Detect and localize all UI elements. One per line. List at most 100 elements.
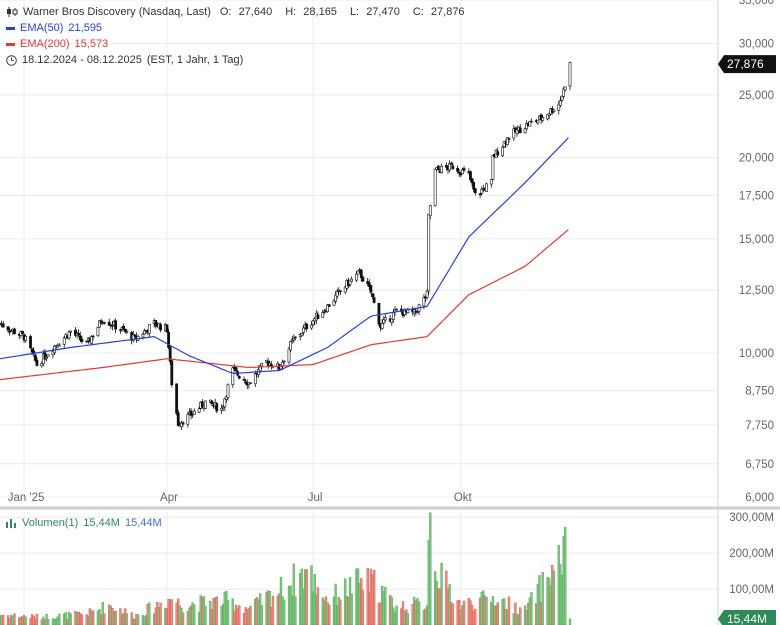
ema200-line (0, 229, 569, 381)
candle-body (380, 322, 384, 329)
candle-body (180, 422, 183, 428)
candle-body (189, 410, 193, 416)
volume-bar (58, 613, 61, 625)
candle-body (338, 290, 342, 292)
candle-body (390, 318, 394, 323)
volume-bar (136, 614, 140, 625)
legend-ema50[interactable]: EMA(50) 21,595 (6, 22, 102, 34)
candle-body (21, 330, 24, 334)
candle-body (469, 171, 472, 181)
candle-body (141, 334, 145, 338)
candle-body (167, 331, 170, 348)
price-tick-label: 17,500 (739, 190, 774, 202)
candle-body (192, 410, 196, 415)
price-axis-labels: 35,000 30,000 25,000 20,000 17,500 15,000 12,5… (739, 0, 774, 504)
candle-body (382, 319, 386, 324)
candle-body (491, 155, 495, 180)
candle-body (215, 403, 219, 412)
volume-header: Volumen(1) 15,44M 15,44M (6, 517, 162, 529)
candle-body (461, 169, 464, 175)
volume-last-label: 15,44M (727, 612, 767, 625)
legend-ema200[interactable]: EMA(200) 15,573 (6, 38, 108, 50)
volume-last-badge: 15,44M (718, 610, 776, 625)
candle-body (518, 127, 522, 134)
candle-body (78, 335, 82, 341)
date-range-text: 18.12.2024 - 08.12.2025 (22, 54, 142, 66)
candle-body (154, 320, 158, 327)
candle-body (321, 312, 325, 318)
candle-body (562, 88, 565, 97)
candle-body (414, 310, 418, 313)
candle-body (197, 408, 201, 413)
volume-bar (238, 605, 241, 625)
candle-body (249, 382, 252, 384)
chart-header: Warner Bros Discovery (Nasdaq, Last) O: … (6, 6, 473, 18)
price-tick-label: 15,000 (739, 234, 774, 246)
price-tick-label: 25,000 (739, 90, 774, 102)
candle-body (316, 314, 320, 320)
candle-body (43, 352, 47, 360)
candle-body (552, 109, 556, 112)
close-value: 27,876 (430, 6, 465, 18)
volume-bar (530, 592, 533, 625)
volume-bar (328, 604, 331, 625)
candle-body (568, 62, 572, 87)
candle-body (305, 323, 309, 330)
candle-body (427, 214, 431, 292)
candle-body (260, 363, 264, 367)
candle-body (119, 329, 122, 331)
candle-body (428, 205, 432, 216)
candle-body (515, 129, 519, 134)
candle-body (242, 379, 246, 381)
volume-bar (294, 596, 297, 625)
last-price-badge: 27,876 (718, 55, 776, 74)
high-label: H: (285, 6, 297, 18)
candle-body (350, 278, 354, 282)
candle-body (311, 320, 315, 325)
candle-body (547, 113, 551, 116)
volume-bar (316, 587, 320, 625)
candle-body (528, 121, 532, 127)
candle-body (539, 114, 543, 121)
candle-body (406, 308, 410, 314)
candle-body (530, 120, 533, 123)
candle-body (69, 330, 73, 333)
candle-body (204, 400, 207, 409)
volume-bar (384, 586, 387, 625)
candle-body (462, 168, 466, 171)
candle-body (85, 340, 89, 343)
candle-body (46, 354, 50, 357)
ema50-label: EMA(50) (20, 22, 64, 34)
candle-body (186, 414, 190, 425)
volume-bar (496, 602, 499, 625)
price-tick-label: 10,000 (739, 348, 774, 360)
volume-bar (474, 608, 477, 625)
volume-bar (148, 602, 151, 625)
candle-icon (7, 7, 18, 17)
low-value: 27,470 (366, 6, 400, 18)
candle-body (541, 117, 545, 121)
candle-body (496, 151, 500, 156)
volume-bar (226, 599, 230, 625)
time-tick-label: Apr (160, 492, 178, 504)
candle-body (56, 345, 60, 348)
candle-body (13, 328, 16, 334)
date-range: 18.12.2024 - 08.12.2025 (EST, 1 Jahr, 1 … (6, 54, 243, 66)
candle-body (367, 282, 371, 287)
candle-body (77, 333, 81, 335)
candle-body (62, 337, 66, 345)
candle-body (456, 167, 460, 172)
candle-body (210, 400, 214, 405)
candle-body (181, 422, 185, 425)
candle-body (40, 363, 44, 367)
candle-body (558, 100, 562, 106)
volume-bar (2, 614, 5, 625)
candle-body (302, 327, 305, 333)
candle-body (237, 375, 241, 379)
price-tick-label: 8,750 (745, 386, 774, 398)
candle-body (505, 137, 509, 146)
volume-bar (35, 614, 39, 625)
candle-body (326, 304, 329, 312)
candle-body (356, 270, 360, 275)
